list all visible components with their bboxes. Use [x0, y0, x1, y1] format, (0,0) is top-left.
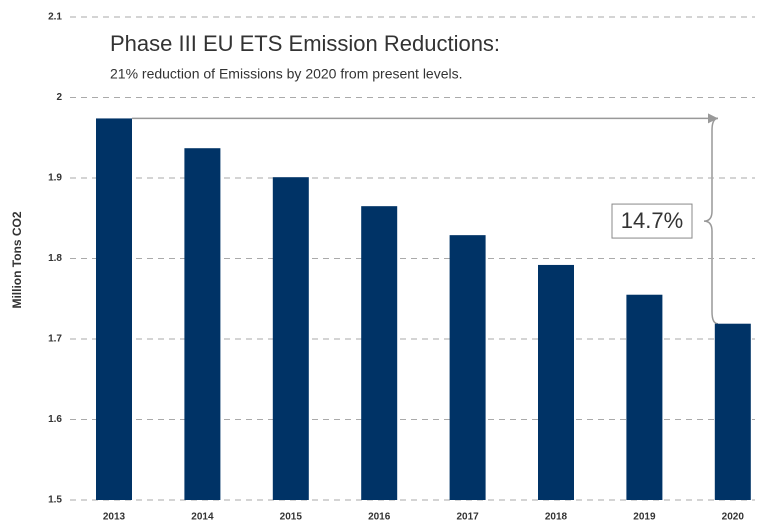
bar	[272, 177, 309, 500]
annotation: 14.7%	[132, 113, 719, 325]
y-axis-label: Million Tons CO2	[10, 211, 24, 308]
bar	[361, 206, 398, 501]
brace	[703, 117, 719, 325]
bar	[626, 294, 663, 500]
y-tick-label: 1.7	[48, 334, 62, 345]
bar	[714, 323, 751, 500]
y-tick-label: 1.9	[48, 173, 62, 184]
chart-title: Phase III EU ETS Emission Reductions:	[110, 31, 500, 56]
bar	[538, 264, 574, 500]
annotation-box	[611, 203, 693, 239]
x-tick-label: 2020	[722, 512, 745, 523]
x-tick-label: 2016	[368, 512, 391, 523]
arrow-head	[708, 113, 718, 124]
y-tick-label: 1.5	[48, 495, 62, 506]
bar	[184, 148, 221, 500]
x-tick-label: 2018	[545, 512, 568, 523]
bar	[96, 118, 132, 501]
y-tick-label: 1.8	[48, 253, 62, 264]
x-tick-label: 2015	[280, 512, 303, 523]
chart-subtitle: 21% reduction of Emissions by 2020 from …	[110, 66, 463, 82]
x-tick-label: 2014	[191, 512, 214, 523]
y-tick-label: 2	[56, 92, 62, 103]
y-tick-label: 1.6	[48, 414, 62, 425]
annotation-label: 14.7%	[621, 208, 683, 233]
x-tick-label: 2017	[456, 512, 479, 523]
bar	[449, 235, 486, 500]
x-tick-label: 2019	[633, 512, 656, 523]
x-tick-label: 2013	[103, 512, 126, 523]
y-tick-label: 2.1	[48, 12, 62, 23]
